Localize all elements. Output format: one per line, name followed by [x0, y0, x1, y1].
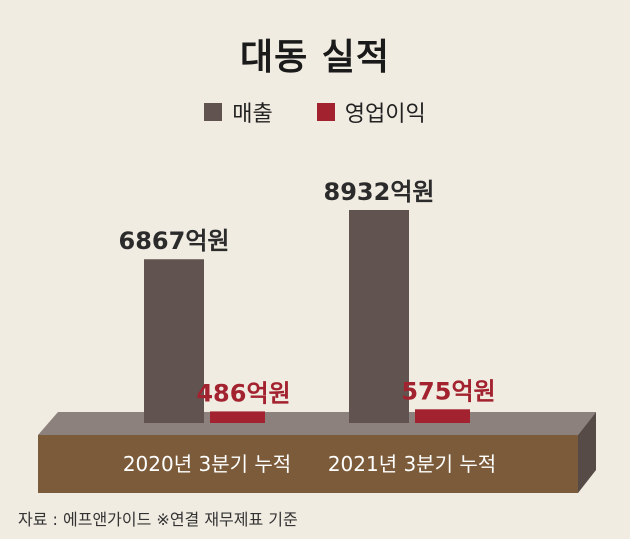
- base-top-face: [38, 412, 596, 435]
- source-note: 자료 : 에프앤가이드 ※연결 재무제표 기준: [18, 510, 298, 529]
- legend-swatch-operating-profit: [316, 103, 335, 121]
- legend-label-revenue: 매출: [232, 102, 273, 127]
- chart-title: 대동 실적: [239, 37, 390, 78]
- legend-item-operating-profit: 영업이익: [316, 96, 426, 128]
- category-label-0: 2020년 3분기 누적: [123, 452, 291, 476]
- base-front-face: [38, 435, 578, 493]
- legend-item-revenue: 매출: [204, 96, 273, 128]
- bar-operating-profit-0: [210, 411, 265, 423]
- value-label-operating-profit-0: 486억원: [196, 379, 290, 407]
- value-label-revenue-1: 8932억원: [324, 178, 435, 206]
- value-label-revenue-0: 6867억원: [119, 227, 230, 255]
- bar-revenue-0: [144, 259, 204, 423]
- legend-swatch-revenue: [204, 103, 223, 121]
- bar-operating-profit-1: [415, 409, 470, 423]
- legend-label-operating-profit: 영업이익: [344, 102, 426, 127]
- bar-revenue-1: [349, 210, 409, 423]
- legend: 매출 영업이익: [0, 96, 630, 128]
- value-label-operating-profit-1: 575억원: [401, 377, 495, 405]
- category-label-1: 2021년 3분기 누적: [328, 452, 496, 476]
- base-side-face: [578, 412, 596, 493]
